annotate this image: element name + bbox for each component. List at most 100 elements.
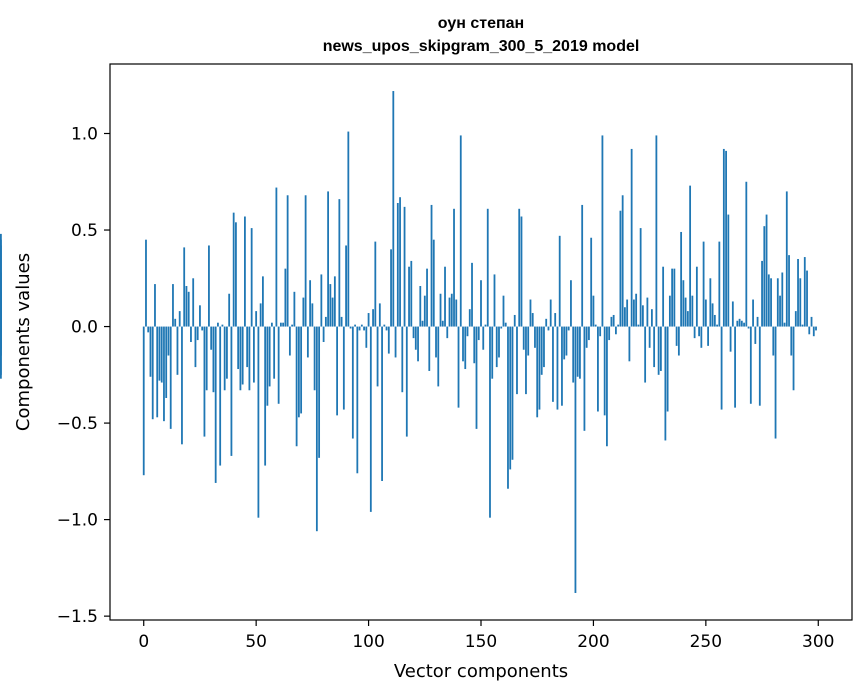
bar-267 xyxy=(743,322,745,327)
bar-237 xyxy=(675,326,678,346)
bar-116 xyxy=(403,206,406,327)
bar-32 xyxy=(214,326,217,483)
bar-271 xyxy=(752,299,754,327)
bar-191 xyxy=(572,326,575,383)
bar-199 xyxy=(590,237,593,327)
bar-56 xyxy=(268,326,271,387)
x-tick-label: 150 xyxy=(465,632,497,652)
bar-118 xyxy=(408,266,410,327)
bar-147 xyxy=(473,326,476,364)
bar-100 xyxy=(367,313,370,327)
chart-subtitle: news_upos_skipgram_300_5_2019 model xyxy=(323,38,640,55)
bar-137 xyxy=(450,293,453,327)
bar-43 xyxy=(239,326,242,391)
bar-270 xyxy=(749,326,752,404)
bar-130 xyxy=(435,326,437,358)
bar-80 xyxy=(322,326,325,342)
bar-110 xyxy=(390,249,392,327)
bar-112 xyxy=(394,326,397,358)
bar-90 xyxy=(345,245,347,327)
bar-273 xyxy=(756,316,759,327)
x-tick-label: 250 xyxy=(690,632,722,652)
bar-169 xyxy=(522,326,525,350)
bar-253 xyxy=(711,303,714,327)
bar-186 xyxy=(561,326,563,406)
bar-143 xyxy=(464,326,467,370)
bar-151 xyxy=(482,326,485,350)
bar-287 xyxy=(788,255,790,327)
bar-86 xyxy=(336,326,338,416)
bar-260 xyxy=(727,214,730,327)
bar-269 xyxy=(747,326,750,329)
bar-295 xyxy=(806,270,808,327)
bar-23 xyxy=(194,326,197,368)
bar-13 xyxy=(172,284,174,327)
x-tick-label: 100 xyxy=(352,632,384,652)
bar-101 xyxy=(369,326,372,512)
bar-268 xyxy=(745,181,748,327)
bar-224 xyxy=(646,297,649,327)
bar-105 xyxy=(378,303,381,327)
bar-252 xyxy=(709,278,712,327)
bar-22 xyxy=(192,278,195,327)
bar-15 xyxy=(176,326,179,375)
bar-289 xyxy=(792,326,795,391)
bar-5 xyxy=(154,284,156,327)
bar-142 xyxy=(462,326,464,362)
plot-frame xyxy=(109,63,853,621)
bar-144 xyxy=(466,326,469,337)
bar-138 xyxy=(453,208,455,327)
bar-119 xyxy=(410,260,413,327)
bar-204 xyxy=(601,135,604,327)
bar-93 xyxy=(351,326,354,439)
bar-205 xyxy=(603,326,606,416)
bar-197 xyxy=(585,326,588,348)
bar-254 xyxy=(713,314,716,327)
bar-201 xyxy=(594,324,597,327)
bar-115 xyxy=(401,326,404,393)
bar-21 xyxy=(190,326,192,342)
bar-242 xyxy=(686,311,689,327)
bar-286 xyxy=(785,191,788,327)
y-axis: −1.5 −1.0 −0.5 0.0 0.5 1.0 xyxy=(57,125,110,627)
bar-66 xyxy=(291,324,294,327)
bar-28 xyxy=(205,326,208,391)
bar-6 xyxy=(156,326,159,418)
bar-172 xyxy=(529,299,532,327)
bar-7 xyxy=(158,326,161,381)
bar-107 xyxy=(383,324,386,327)
bar-18 xyxy=(183,247,186,327)
bar-67 xyxy=(293,291,296,327)
bar-134 xyxy=(444,266,446,327)
bar-72 xyxy=(304,195,307,327)
bar-55 xyxy=(266,326,269,406)
bar-299 xyxy=(815,326,817,331)
bar-291 xyxy=(797,258,799,327)
bar-193 xyxy=(576,326,579,377)
bar-276 xyxy=(763,226,766,327)
bar-179 xyxy=(545,318,548,327)
bar-262 xyxy=(731,301,734,327)
bar-139 xyxy=(455,299,458,327)
bar-106 xyxy=(381,326,383,481)
bar-212 xyxy=(619,210,622,327)
x-tick-label: 200 xyxy=(577,632,609,652)
bar-51 xyxy=(257,326,260,518)
bar-178 xyxy=(543,326,545,368)
bar-74 xyxy=(309,280,312,327)
bar-230 xyxy=(659,326,662,371)
bar-233 xyxy=(666,326,669,412)
bar-38 xyxy=(228,293,231,327)
bar-158 xyxy=(498,326,500,358)
bar-24 xyxy=(196,326,199,341)
bar-225 xyxy=(648,326,651,348)
bar-155 xyxy=(491,326,494,379)
bar-96 xyxy=(358,326,361,331)
bar-282 xyxy=(776,278,779,327)
y-tick-label: 0.0 xyxy=(71,318,98,338)
bar-153 xyxy=(486,208,489,327)
bar-95 xyxy=(356,326,359,474)
bar-264 xyxy=(736,320,739,327)
bar-236 xyxy=(673,268,676,327)
bar-132 xyxy=(439,293,442,327)
